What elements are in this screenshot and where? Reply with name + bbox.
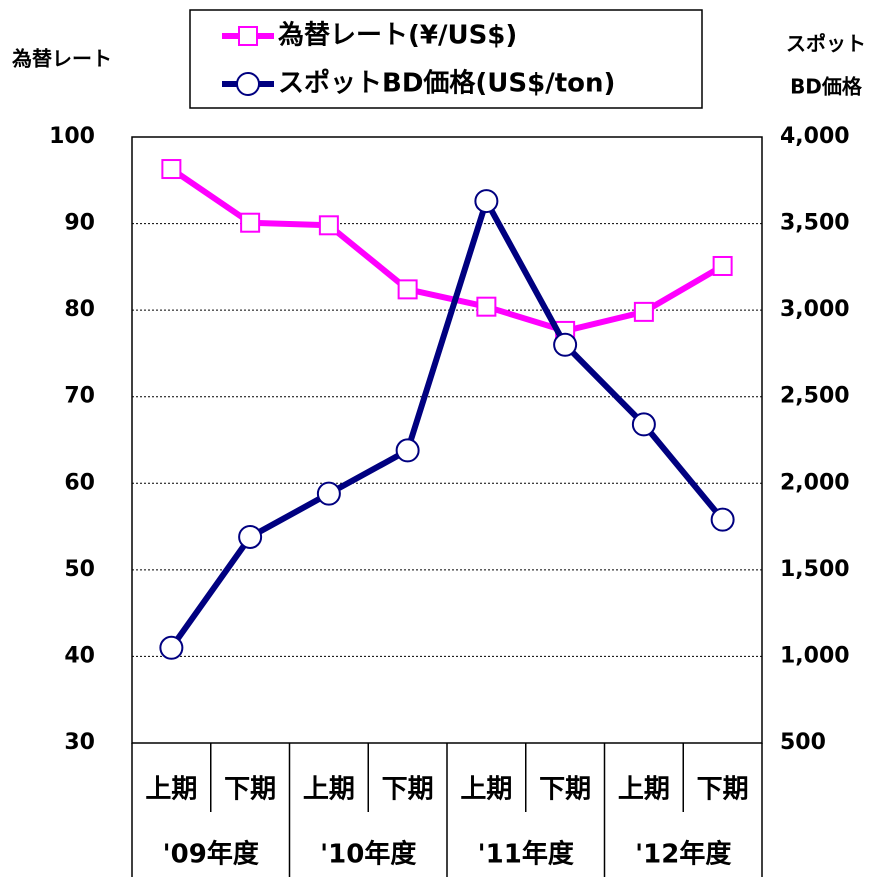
- x-tick-label: 上期: [618, 775, 670, 805]
- y-tick-label: 30: [64, 730, 95, 755]
- x-tick-label: 下期: [382, 775, 434, 805]
- marker: [161, 159, 182, 180]
- group-label: '11年度: [478, 839, 574, 870]
- y-axis-label: 為替レート: [12, 47, 112, 71]
- y-tick-label: 80: [64, 297, 95, 322]
- marker: [316, 481, 341, 506]
- y2-tick-label: 3,000: [780, 297, 850, 322]
- marker: [633, 301, 654, 322]
- legend-label: スポットBD価格(US$/ton): [278, 68, 615, 99]
- marker: [710, 507, 735, 532]
- x-tick-label: 下期: [539, 775, 591, 805]
- x-tick-label: 上期: [460, 775, 512, 805]
- x-tick-label: 下期: [697, 775, 749, 805]
- plot-frame: [131, 136, 763, 744]
- y2-tick-label: 2,500: [780, 384, 850, 409]
- marker: [236, 72, 260, 96]
- legend-label: 為替レート(¥/US$): [278, 21, 517, 51]
- x-tick-label: 上期: [303, 775, 355, 805]
- y-tick-label: 50: [64, 557, 95, 582]
- x-tick-label: 下期: [224, 775, 276, 805]
- y2-tick-label: 1,000: [780, 643, 850, 668]
- marker: [159, 635, 184, 660]
- marker: [318, 215, 339, 236]
- y-tick-label: 40: [64, 643, 95, 668]
- y2-tick-label: 3,500: [780, 211, 850, 236]
- y-tick-label: 90: [64, 211, 95, 236]
- marker: [238, 26, 258, 46]
- marker: [240, 212, 261, 233]
- y-tick-label: 100: [49, 124, 95, 149]
- y2-axis-label: スポット: [786, 32, 866, 56]
- marker: [476, 296, 497, 317]
- series-line: [169, 166, 725, 334]
- legend-box: [189, 9, 703, 109]
- y-tick-label: 70: [64, 384, 95, 409]
- marker: [631, 412, 656, 437]
- y2-axis-label: BD価格: [790, 75, 863, 99]
- marker: [712, 255, 733, 276]
- marker: [474, 189, 499, 214]
- marker: [397, 279, 418, 300]
- y2-tick-label: 500: [780, 730, 826, 755]
- group-label: '10年度: [320, 839, 416, 870]
- y-tick-label: 60: [64, 470, 95, 495]
- marker: [395, 438, 420, 463]
- series-line: [168, 198, 725, 650]
- y2-tick-label: 1,500: [780, 557, 850, 582]
- group-label: '12年度: [635, 839, 731, 870]
- group-label: '09年度: [163, 839, 259, 870]
- marker: [238, 524, 263, 549]
- y2-tick-label: 2,000: [780, 470, 850, 495]
- y2-tick-label: 4,000: [780, 124, 850, 149]
- x-tick-label: 上期: [145, 775, 197, 805]
- marker: [553, 332, 578, 357]
